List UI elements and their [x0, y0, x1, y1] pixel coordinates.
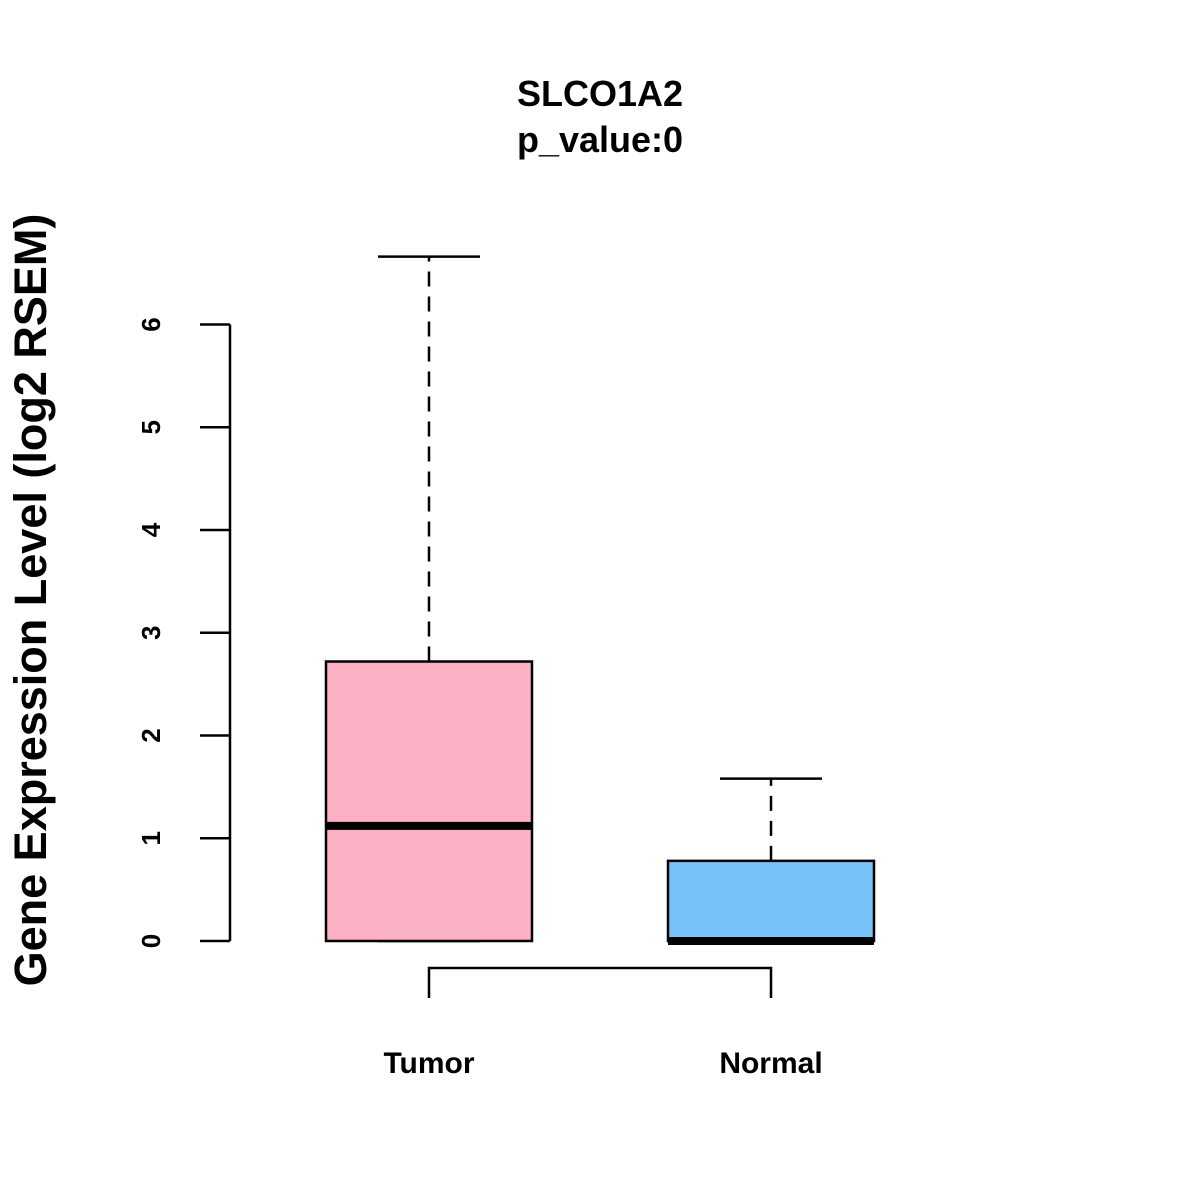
y-tick-label: 1 — [136, 831, 166, 845]
x-category-label: Tumor — [383, 1047, 474, 1080]
box-tumor — [324, 255, 534, 943]
y-axis-label: Gene Expression Level (log2 RSEM) — [5, 214, 56, 987]
box-iqr — [666, 859, 876, 943]
y-tick-label: 0 — [136, 934, 166, 948]
y-tick-label: 6 — [136, 317, 166, 331]
chart-title: SLCO1A2 — [517, 73, 683, 114]
chart-subtitle: p_value:0 — [517, 119, 683, 160]
y-tick-label: 3 — [136, 626, 166, 640]
y-tick-label: 2 — [136, 728, 166, 742]
x-axis-labels: Tumor Normal — [383, 1047, 822, 1080]
y-tick-label: 5 — [136, 420, 166, 434]
y-axis: 0 1 2 3 4 5 6 — [136, 317, 232, 948]
comparison-bracket — [427, 966, 773, 998]
bracket-line — [427, 966, 773, 998]
box-series-group — [324, 255, 876, 945]
box-normal — [666, 777, 876, 945]
box-iqr — [324, 660, 534, 943]
y-tick-label: 4 — [136, 522, 166, 537]
x-category-label: Normal — [719, 1047, 822, 1080]
